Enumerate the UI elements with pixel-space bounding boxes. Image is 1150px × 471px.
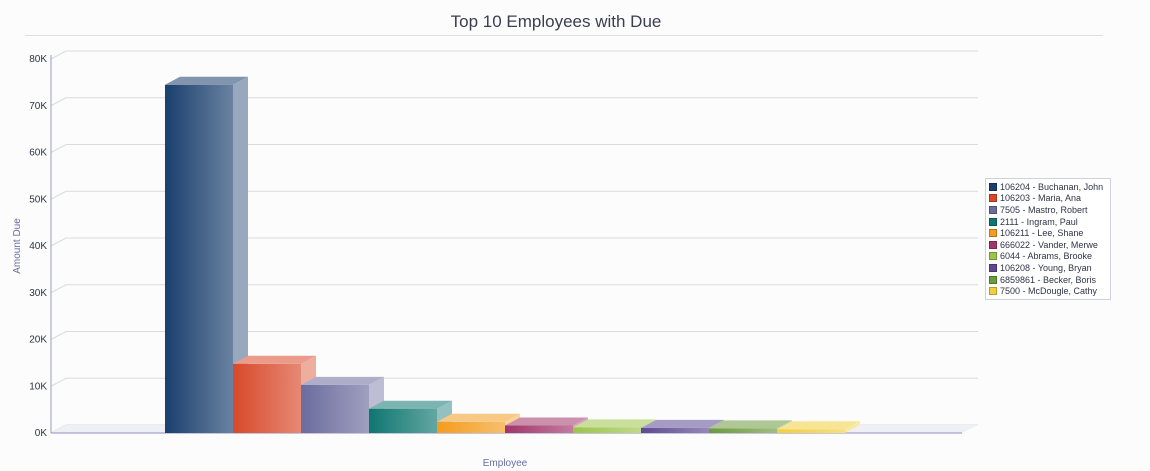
x-axis-title: Employee	[483, 458, 528, 469]
legend-swatch	[989, 240, 997, 249]
legend-label: 6859861 - Becker, Boris	[1000, 274, 1097, 285]
legend-swatch	[989, 263, 997, 272]
legend-label: 666022 - Vander, Merwe	[1000, 239, 1098, 250]
title-divider	[25, 35, 1103, 36]
bars	[165, 76, 860, 434]
gridline	[50, 97, 978, 107]
legend-item[interactable]: 106203 - Maria, Ana	[989, 193, 1110, 205]
legend-swatch	[989, 229, 997, 238]
chart-title: Top 10 Employees with Due	[450, 12, 662, 31]
axis-labels: 0K 10K 20K 30K 40K 50K 60K 70K 80K Amount Due Empl…	[12, 54, 528, 469]
legend-item[interactable]: 7500 - McDougle, Cathy	[989, 285, 1110, 297]
legend-label: 7500 - McDougle, Cathy	[1000, 286, 1098, 297]
legend-label: 106204 - Buchanan, John	[1000, 181, 1104, 192]
bar[interactable]	[777, 421, 860, 433]
legend-item[interactable]: 7505 - Mastro, Robert	[989, 204, 1110, 216]
legend-swatch	[989, 217, 997, 226]
bar[interactable]	[233, 355, 316, 433]
legend-item[interactable]: 106204 - Buchanan, John	[989, 181, 1110, 193]
legend-label: 7505 - Mastro, Robert	[1000, 204, 1088, 215]
legend-label: 106208 - Young, Bryan	[1000, 262, 1092, 273]
legend-swatch	[989, 205, 997, 214]
gridline	[50, 50, 978, 60]
bar[interactable]	[165, 76, 248, 434]
legend-label: 106203 - Maria, Ana	[1000, 193, 1082, 204]
legend-swatch	[989, 287, 997, 296]
y-tick-label: 0K	[35, 428, 48, 439]
y-axis-title: Amount Due	[12, 218, 23, 274]
gridline	[50, 190, 978, 200]
legend-item[interactable]: 6044 - Abrams, Brooke	[989, 251, 1110, 263]
gridline	[50, 237, 978, 247]
y-tick-label: 70K	[29, 101, 47, 112]
legend-item[interactable]: 6859861 - Becker, Boris	[989, 274, 1110, 286]
legend-swatch	[989, 252, 997, 261]
legend-item[interactable]: 106211 - Lee, Shane	[989, 227, 1110, 239]
y-tick-label: 20K	[29, 335, 47, 346]
gridline	[50, 144, 978, 153]
legend-swatch	[989, 194, 997, 203]
y-tick-label: 60K	[29, 148, 47, 159]
y-tick-label: 80K	[29, 54, 47, 65]
legend-label: 2111 - Ingram, Paul	[1000, 216, 1078, 227]
gridline	[50, 377, 978, 387]
gridline	[50, 331, 978, 340]
legend-swatch	[989, 182, 997, 191]
gridline	[50, 284, 978, 294]
y-tick-label: 50K	[29, 194, 47, 205]
legend-label: 6044 - Abrams, Brooke	[1000, 251, 1093, 262]
legend: 106204 - Buchanan, John 106203 - Maria, A…	[985, 178, 1111, 300]
legend-swatch	[989, 275, 997, 284]
y-tick-label: 10K	[29, 381, 47, 392]
y-tick-label: 40K	[29, 241, 47, 252]
legend-item[interactable]: 2111 - Ingram, Paul	[989, 216, 1110, 228]
legend-label: 106211 - Lee, Shane	[1000, 228, 1084, 239]
y-tick-label: 30K	[29, 288, 47, 299]
legend-item[interactable]: 666022 - Vander, Merwe	[989, 239, 1110, 251]
bar[interactable]	[369, 400, 452, 433]
legend-item[interactable]: 106208 - Young, Bryan	[989, 262, 1110, 274]
